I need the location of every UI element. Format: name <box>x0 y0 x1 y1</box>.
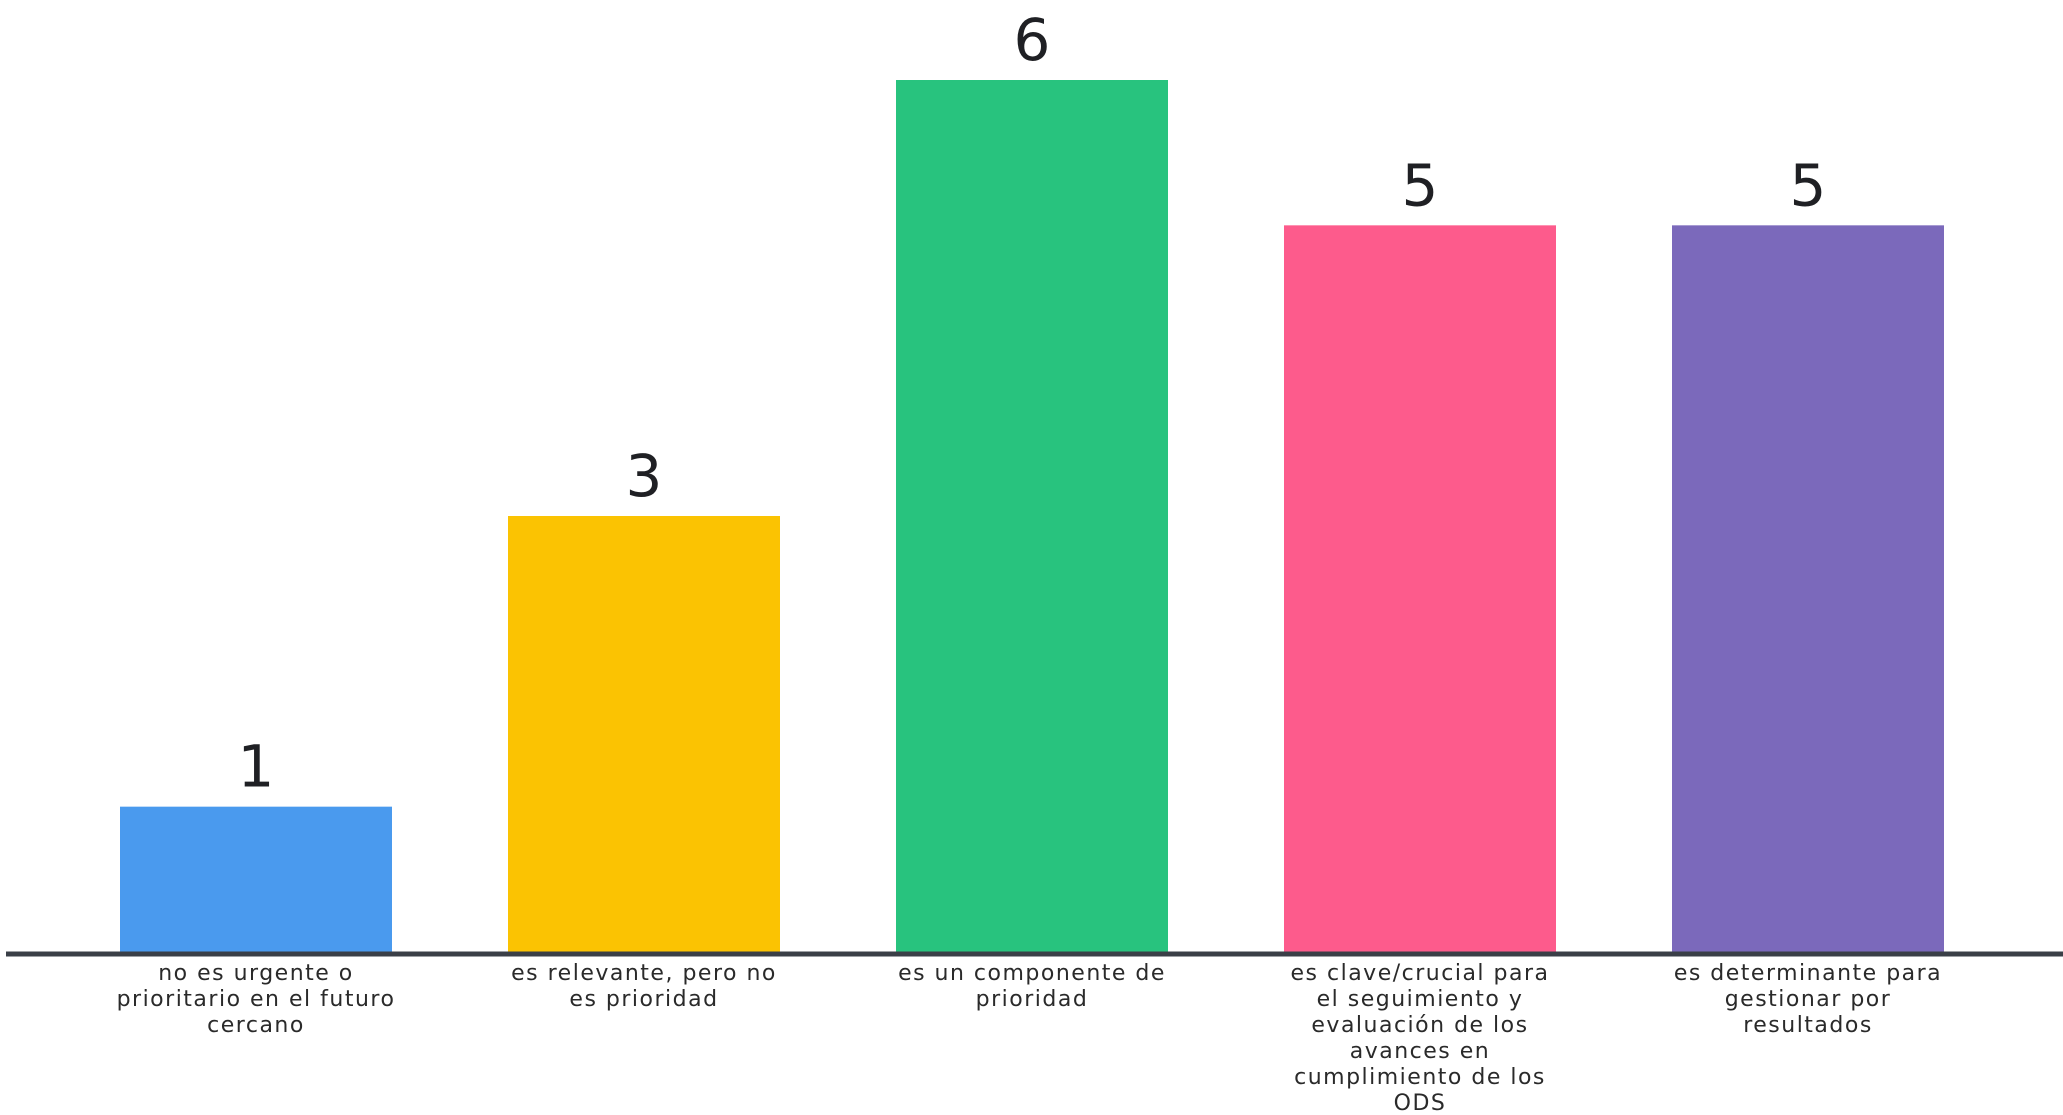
category-label-line: resultados <box>1743 1013 1873 1038</box>
category-label-line: es determinante para <box>1674 961 1942 986</box>
category-label-line: gestionar por <box>1725 987 1892 1012</box>
value-label-2: 3 <box>626 442 663 510</box>
category-label-4: es clave/crucial para el seguimiento y eva… <box>1291 961 1550 1115</box>
category-label-line: es relevante, pero no <box>511 961 777 986</box>
category-label-line: no es urgente o <box>158 961 354 986</box>
value-label-1: 1 <box>238 733 275 801</box>
category-label-line: cumplimiento de los <box>1294 1065 1546 1090</box>
bar-1 <box>120 806 392 952</box>
category-label-line: prioridad <box>976 987 1089 1012</box>
bar-3 <box>896 80 1168 952</box>
category-label-1: no es urgente o prioritario en el futuro c… <box>117 961 396 1038</box>
category-label-line: ODS <box>1394 1091 1447 1115</box>
category-label-5: es determinante para gestionar por resulta… <box>1674 961 1942 1038</box>
bar-4 <box>1284 225 1556 953</box>
value-labels-layer: 1 3 6 5 5 <box>238 6 1827 801</box>
category-label-line: el seguimiento y <box>1317 987 1524 1012</box>
category-label-line: es prioridad <box>569 987 718 1012</box>
bars-layer <box>120 80 1944 953</box>
category-label-line: evaluación de los <box>1311 1013 1528 1038</box>
category-labels-layer: no es urgente o prioritario en el futuro c… <box>117 961 1942 1115</box>
value-label-3: 6 <box>1014 6 1051 74</box>
bar-5 <box>1672 225 1944 953</box>
category-label-line: cercano <box>207 1013 305 1038</box>
value-label-4: 5 <box>1402 151 1439 219</box>
category-label-3: es un componente de prioridad <box>898 961 1166 1012</box>
value-label-5: 5 <box>1790 151 1827 219</box>
bar-2 <box>508 516 780 952</box>
category-label-2: es relevante, pero no es prioridad <box>511 961 777 1012</box>
category-label-line: prioritario en el futuro <box>117 987 396 1012</box>
category-label-line: es clave/crucial para <box>1291 961 1550 986</box>
category-label-line: es un componente de <box>898 961 1166 986</box>
category-label-line: avances en <box>1350 1039 1491 1064</box>
